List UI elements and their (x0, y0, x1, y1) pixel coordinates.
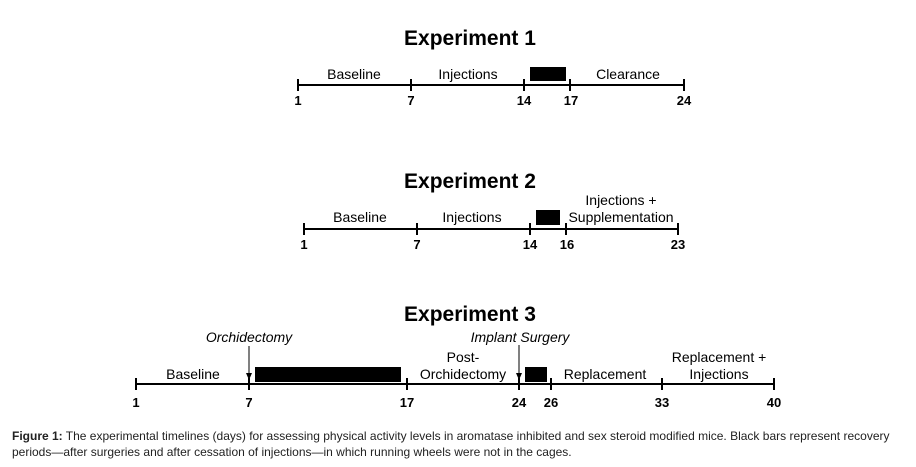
caption-label: Figure 1: (12, 429, 63, 443)
recovery-bar (525, 367, 547, 382)
day-label: 7 (245, 395, 252, 410)
experiment-2-title: Experiment 2 (404, 170, 536, 193)
phase-label: Supplementation (568, 209, 673, 225)
day-label: 1 (132, 395, 139, 410)
arrowhead-icon (516, 373, 522, 380)
figure-caption: Figure 1: The experimental timelines (da… (12, 428, 908, 460)
phase-label: Baseline (333, 209, 387, 225)
day-label: 1 (294, 93, 301, 108)
phase-label: Baseline (166, 366, 220, 382)
day-label: 7 (407, 93, 414, 108)
phase-label: Orchidectomy (420, 366, 506, 382)
day-label: 26 (544, 395, 558, 410)
day-label: 1 (300, 237, 307, 252)
timeline-diagram: Experiment 1 1 7 14 17 24 Baseline Injec… (132, 27, 781, 410)
phase-label: Injections (689, 366, 748, 382)
phase-label: Replacement + (672, 349, 767, 365)
event-label: Implant Surgery (471, 329, 571, 345)
day-label: 33 (655, 395, 669, 410)
phase-label: Injections (442, 209, 501, 225)
phase-label: Clearance (596, 66, 660, 82)
experiment-1: Experiment 1 1 7 14 17 24 Baseline Injec… (294, 27, 692, 108)
day-label: 16 (560, 237, 574, 252)
recovery-bar (530, 67, 566, 81)
day-label: 17 (564, 93, 578, 108)
day-label: 23 (671, 237, 685, 252)
event-label: Orchidectomy (206, 329, 293, 345)
day-label: 14 (517, 93, 532, 108)
arrowhead-icon (246, 373, 252, 380)
caption-text: The experimental timelines (days) for as… (12, 429, 890, 459)
phase-label: Injections + (585, 192, 656, 208)
day-label: 40 (767, 395, 781, 410)
day-label: 7 (413, 237, 420, 252)
day-label: 24 (512, 395, 527, 410)
day-label: 17 (400, 395, 414, 410)
phase-label: Replacement (564, 366, 647, 382)
experiment-3-title: Experiment 3 (404, 303, 536, 326)
phase-label: Post- (447, 349, 480, 365)
day-label: 24 (677, 93, 692, 108)
experiment-3: Experiment 3 Orchidectomy Implant Surger… (132, 303, 781, 410)
recovery-bar (255, 367, 401, 382)
recovery-bar (536, 210, 560, 225)
experiment-2: Experiment 2 1 7 14 16 23 Baseline Injec… (300, 170, 685, 252)
day-label: 14 (523, 237, 538, 252)
phase-label: Injections (438, 66, 497, 82)
phase-label: Baseline (327, 66, 381, 82)
experiment-1-title: Experiment 1 (404, 27, 536, 50)
